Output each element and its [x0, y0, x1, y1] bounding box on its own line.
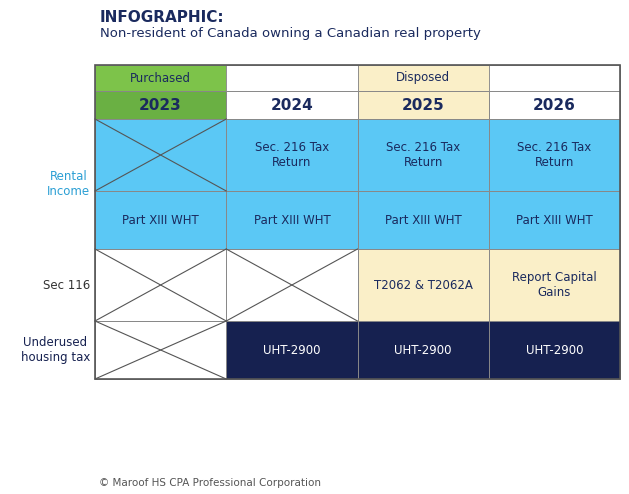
- Bar: [489, 91, 620, 119]
- Text: Part XIII WHT: Part XIII WHT: [253, 213, 330, 227]
- Text: Sec. 216 Tax
Return: Sec. 216 Tax Return: [517, 141, 591, 169]
- Text: UHT-2900: UHT-2900: [394, 343, 452, 357]
- Bar: [95, 91, 226, 119]
- Text: UHT-2900: UHT-2900: [526, 343, 583, 357]
- Bar: [489, 65, 620, 91]
- Text: Underused
housing tax: Underused housing tax: [21, 336, 90, 364]
- Text: 2026: 2026: [533, 97, 576, 113]
- Bar: [226, 91, 357, 119]
- Text: Sec. 216 Tax
Return: Sec. 216 Tax Return: [386, 141, 460, 169]
- Text: Disposed: Disposed: [396, 72, 450, 84]
- Bar: [357, 321, 489, 379]
- Bar: [489, 191, 620, 249]
- Bar: [95, 191, 226, 249]
- Text: UHT-2900: UHT-2900: [263, 343, 321, 357]
- Bar: [95, 249, 226, 321]
- Bar: [357, 65, 489, 91]
- Bar: [489, 249, 620, 321]
- Bar: [95, 119, 226, 191]
- Text: © Maroof HS CPA Professional Corporation: © Maroof HS CPA Professional Corporation: [99, 478, 321, 488]
- Text: T2062 & T2062A: T2062 & T2062A: [374, 279, 472, 291]
- Bar: [95, 65, 620, 379]
- Bar: [95, 321, 226, 379]
- Bar: [226, 191, 357, 249]
- Text: Part XIII WHT: Part XIII WHT: [516, 213, 593, 227]
- Text: Sec. 216 Tax
Return: Sec. 216 Tax Return: [255, 141, 329, 169]
- Bar: [357, 191, 489, 249]
- Bar: [226, 321, 357, 379]
- Text: Rental
Income: Rental Income: [47, 170, 90, 198]
- Text: 2023: 2023: [139, 97, 182, 113]
- Text: 2025: 2025: [402, 97, 445, 113]
- Text: Non-resident of Canada owning a Canadian real property: Non-resident of Canada owning a Canadian…: [100, 27, 481, 40]
- Text: 2024: 2024: [270, 97, 313, 113]
- Text: Report Capital
Gains: Report Capital Gains: [512, 271, 597, 299]
- Text: INFOGRAPHIC:: INFOGRAPHIC:: [100, 10, 225, 25]
- Bar: [357, 249, 489, 321]
- Bar: [357, 119, 489, 191]
- Text: Part XIII WHT: Part XIII WHT: [122, 213, 199, 227]
- Bar: [95, 65, 226, 91]
- Text: Part XIII WHT: Part XIII WHT: [385, 213, 462, 227]
- Text: Purchased: Purchased: [130, 72, 191, 84]
- Text: Sec 116: Sec 116: [43, 279, 90, 291]
- Bar: [357, 91, 489, 119]
- Bar: [226, 119, 357, 191]
- Bar: [489, 321, 620, 379]
- Bar: [489, 119, 620, 191]
- Bar: [226, 65, 357, 91]
- Bar: [226, 249, 357, 321]
